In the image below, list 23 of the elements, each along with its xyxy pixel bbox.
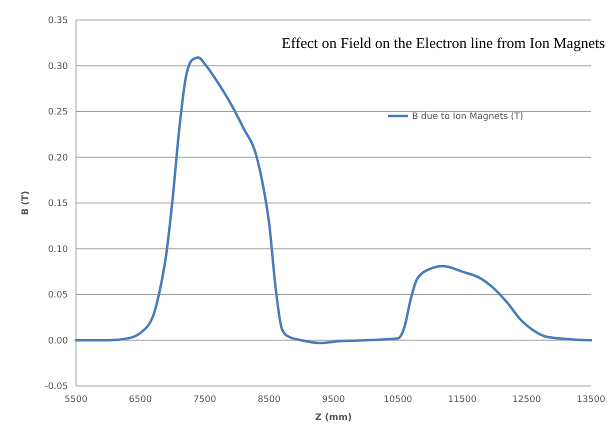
y-tick-label: -0.05 <box>44 382 68 392</box>
x-tick-label: 10500 <box>384 395 412 405</box>
line-series <box>74 56 592 344</box>
x-tick-label: 12500 <box>512 395 542 405</box>
y-tick-label: 0.05 <box>48 290 68 301</box>
y-tick-label: 0.00 <box>48 336 68 346</box>
y-tick-label: 0.20 <box>48 153 68 164</box>
y-tick-label: 0.35 <box>48 16 68 26</box>
x-tick-label: 9500 <box>322 395 346 405</box>
x-tick-label: 6500 <box>128 395 152 405</box>
x-axis-title: Z (mm) <box>315 413 352 423</box>
y-axis-title: B (T) <box>21 190 31 216</box>
x-tick-label: 8500 <box>258 395 281 405</box>
y-tick-label: 0.15 <box>48 199 68 210</box>
y-tick-label: 0.25 <box>48 108 68 118</box>
x-tick-label: 13500 <box>576 395 606 405</box>
legend-label: B due to Ion Magnets (T) <box>412 112 524 122</box>
text: Effect on Field on the Electron line from Ion Magnets <box>282 36 606 52</box>
x-tick-label: 7500 <box>193 395 216 405</box>
x-tick-label: 5500 <box>64 395 88 405</box>
x-tick-label: 11500 <box>448 395 477 405</box>
y-tick-label: 0.30 <box>48 62 68 72</box>
y-tick-label: 0.10 <box>48 244 68 255</box>
